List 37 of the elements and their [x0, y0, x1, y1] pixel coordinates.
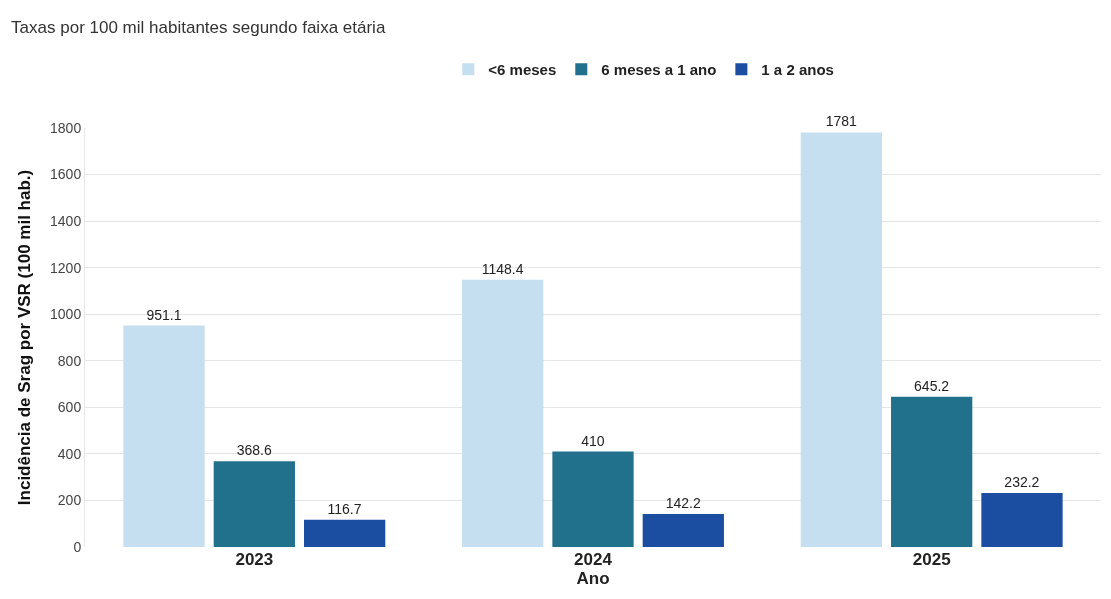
bar: [891, 396, 973, 547]
y-tick-label: 200: [57, 492, 82, 509]
y-tick-label: 1000: [50, 306, 82, 323]
y-tick-label: 1200: [50, 259, 82, 276]
x-axis-title: Ano: [576, 569, 610, 589]
data-label: 1148.4: [481, 260, 524, 277]
data-label: 142.2: [665, 494, 701, 511]
data-label: 368.6: [236, 442, 272, 459]
y-tick-label: 800: [57, 352, 82, 369]
y-axis-title: Incidência de Srag por VSR (100 mil hab.): [14, 169, 34, 506]
data-label: 232.2: [1004, 473, 1040, 490]
x-tick-label: 2023: [235, 550, 274, 569]
data-label: 645.2: [914, 377, 950, 394]
y-tick-label: 600: [57, 399, 82, 416]
data-label: 1781: [825, 113, 858, 130]
bar: [800, 132, 882, 547]
data-label: 410: [581, 432, 605, 449]
y-tick-label: 0: [73, 538, 82, 555]
y-tick-label: 1600: [50, 166, 82, 183]
chart-title: Taxas por 100 mil habitantes segundo faixa etária: [11, 17, 386, 37]
x-tick-label: 2024: [574, 550, 613, 569]
bar: [642, 513, 724, 547]
y-tick-label: 400: [57, 445, 82, 462]
y-tick-label: 1800: [50, 119, 82, 136]
data-label: 116.7: [327, 500, 362, 517]
bar: [981, 492, 1063, 547]
bar: [304, 519, 386, 547]
bar: [123, 325, 205, 547]
bar: [552, 451, 634, 547]
legend-label: 6 meses a 1 ano: [601, 61, 717, 79]
y-tick-label: 1400: [50, 213, 82, 230]
x-tick-label: 2025: [912, 550, 951, 569]
legend-label: <6 meses: [488, 61, 557, 79]
bar: [213, 461, 295, 547]
legend-label: 1 a 2 anos: [761, 61, 834, 79]
bar: [462, 279, 544, 547]
data-label: 951.1: [146, 306, 182, 323]
